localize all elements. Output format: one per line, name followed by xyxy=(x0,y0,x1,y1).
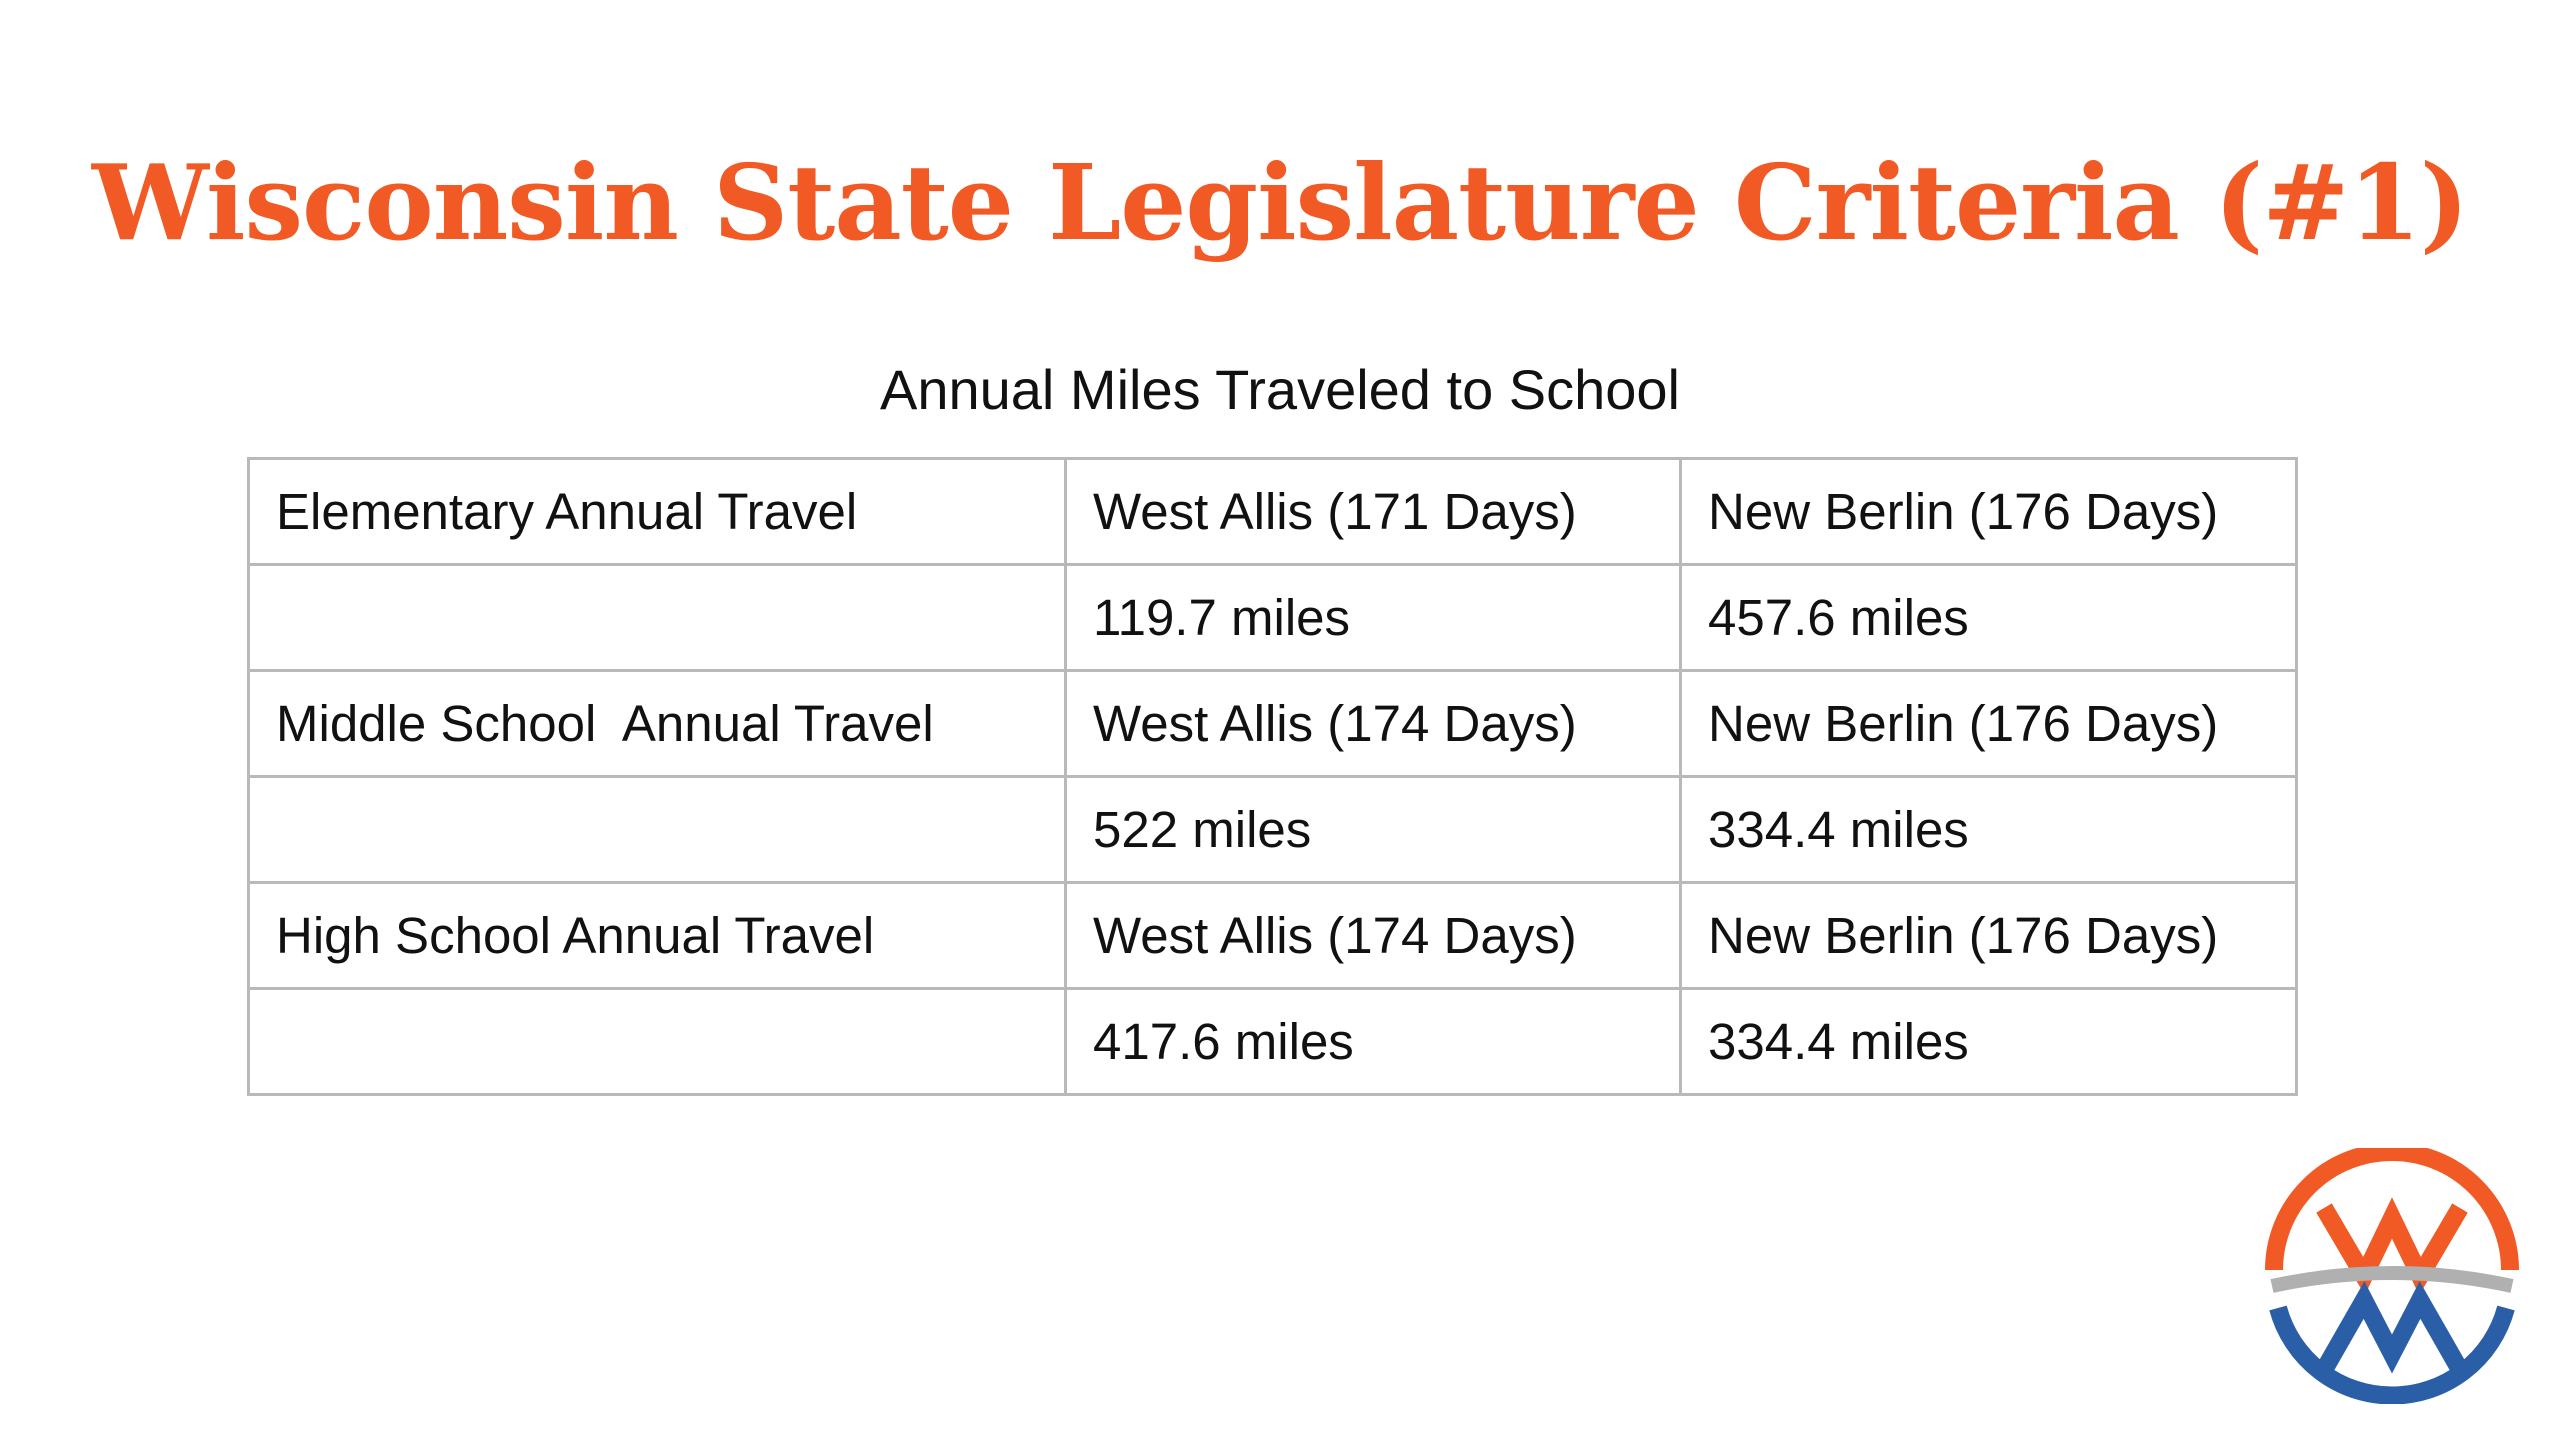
table-cell-west-allis: West Allis (174 Days) xyxy=(1064,669,1682,778)
table-cell-new-berlin: New Berlin (176 Days) xyxy=(1679,457,2298,566)
table-cell-new-berlin: 457.6 miles xyxy=(1679,563,2298,672)
table-cell-west-allis: 417.6 miles xyxy=(1064,987,1682,1096)
table-cell-level xyxy=(247,987,1067,1096)
table-cell-west-allis: 119.7 miles xyxy=(1064,563,1682,672)
table-row: 522 miles 334.4 miles xyxy=(247,775,2298,884)
table-cell-west-allis: West Allis (174 Days) xyxy=(1064,881,1682,990)
table-cell-level xyxy=(247,775,1067,884)
table-cell-west-allis: 522 miles xyxy=(1064,775,1682,884)
table-cell-level: High School Annual Travel xyxy=(247,881,1067,990)
logo-m-letter xyxy=(2316,1281,2468,1375)
logo-w-letter xyxy=(2316,1197,2468,1296)
table-cell-new-berlin: New Berlin (176 Days) xyxy=(1679,669,2298,778)
annual-travel-table: Elementary Annual Travel West Allis (171… xyxy=(247,457,2298,1096)
table-row: 119.7 miles 457.6 miles xyxy=(247,563,2298,672)
table-cell-level: Elementary Annual Travel xyxy=(247,457,1067,566)
table-cell-new-berlin: New Berlin (176 Days) xyxy=(1679,881,2298,990)
table-caption: Annual Miles Traveled to School xyxy=(880,358,1680,421)
table-row: Elementary Annual Travel West Allis (171… xyxy=(247,457,2298,566)
table-row: High School Annual Travel West Allis (17… xyxy=(247,881,2298,990)
logo-orange-arc xyxy=(2265,1143,2519,1271)
logo-blue-arc xyxy=(2269,1305,2515,1405)
table-cell-level xyxy=(247,563,1067,672)
slide-title: Wisconsin State Legislature Criteria (#1… xyxy=(91,141,2469,264)
table-cell-west-allis: West Allis (171 Days) xyxy=(1064,457,1682,566)
logo-gray-swoosh xyxy=(2270,1266,2514,1293)
table-cell-new-berlin: 334.4 miles xyxy=(1679,987,2298,1096)
table-cell-new-berlin: 334.4 miles xyxy=(1679,775,2298,884)
table-row: Middle School Annual Travel West Allis (… xyxy=(247,669,2298,778)
wm-circle-logo-icon xyxy=(2264,1143,2520,1405)
table-row: 417.6 miles 334.4 miles xyxy=(247,987,2298,1096)
table-cell-level: Middle School Annual Travel xyxy=(247,669,1067,778)
